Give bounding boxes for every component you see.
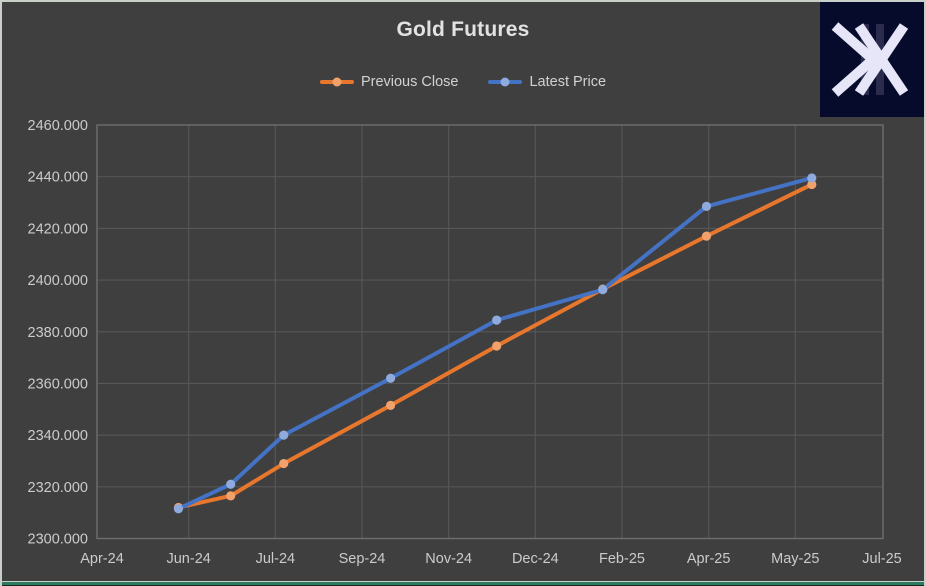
x-axis-label: Dec-24 — [512, 551, 559, 567]
y-axis-label: 2300.000 — [28, 532, 88, 548]
previous-close-marker-dot — [332, 77, 342, 87]
y-axis-label: 2400.000 — [28, 273, 88, 289]
data-point-marker[interactable] — [701, 201, 712, 212]
data-point-marker[interactable] — [226, 479, 236, 489]
previous-close-line-swatch — [319, 77, 354, 87]
bottom-light-line — [2, 581, 924, 582]
chart-legend: Previous Close Latest Price — [2, 74, 924, 90]
x-axis-label: Feb-25 — [599, 551, 645, 567]
latest-price-line-swatch — [488, 77, 523, 87]
x-axis-label: Apr-24 — [80, 551, 124, 567]
y-axis-label: 2380.000 — [28, 325, 88, 341]
data-point-marker[interactable] — [386, 373, 396, 383]
double-x-logo-icon — [820, 2, 924, 117]
legend-item-latest-price[interactable]: Latest Price — [488, 74, 606, 90]
data-point-marker[interactable] — [701, 231, 712, 241]
data-point-marker[interactable] — [807, 173, 817, 183]
y-axis-label: 2360.000 — [28, 376, 88, 392]
chart-title: Gold Futures — [396, 18, 530, 41]
legend-label-latest-price: Latest Price — [529, 74, 607, 90]
x-axis-label: Apr-25 — [687, 551, 731, 567]
y-axis-label: 2440.000 — [28, 170, 88, 186]
x-axis-label: Jul-25 — [862, 551, 902, 567]
series-line[interactable] — [176, 175, 814, 511]
latest-price-marker-dot — [500, 77, 510, 87]
bottom-green-line — [2, 582, 924, 585]
data-point-marker[interactable] — [279, 430, 289, 440]
y-axis-label: 2340.000 — [28, 428, 88, 444]
data-point-marker[interactable] — [492, 341, 502, 351]
legend-item-previous-close[interactable]: Previous Close — [319, 74, 459, 90]
data-point-marker[interactable] — [279, 458, 289, 469]
legend-label-previous-close: Previous Close — [360, 74, 459, 90]
series-previous-close[interactable] — [173, 179, 817, 513]
x-axis-label: Sep-24 — [339, 551, 386, 567]
series-latest-price[interactable] — [173, 173, 817, 514]
data-point-marker[interactable] — [386, 400, 396, 411]
data-point-marker[interactable] — [492, 315, 502, 325]
y-axis-label: 2460.000 — [28, 118, 88, 134]
x-axis-label: Nov-24 — [425, 551, 472, 567]
data-point-marker[interactable] — [226, 491, 236, 501]
series-line[interactable] — [176, 182, 814, 510]
data-point-marker[interactable] — [173, 504, 184, 514]
y-axis-label: 2320.000 — [28, 480, 88, 496]
x-axis-label: May-25 — [771, 551, 819, 567]
y-axis-label: 2420.000 — [28, 221, 88, 237]
data-point-marker[interactable] — [598, 285, 608, 295]
x-axis-label: Jun-24 — [166, 551, 210, 567]
x-axis-label: Jul-24 — [256, 551, 296, 567]
plot-border — [96, 124, 884, 540]
data-point-marker[interactable] — [807, 179, 817, 190]
